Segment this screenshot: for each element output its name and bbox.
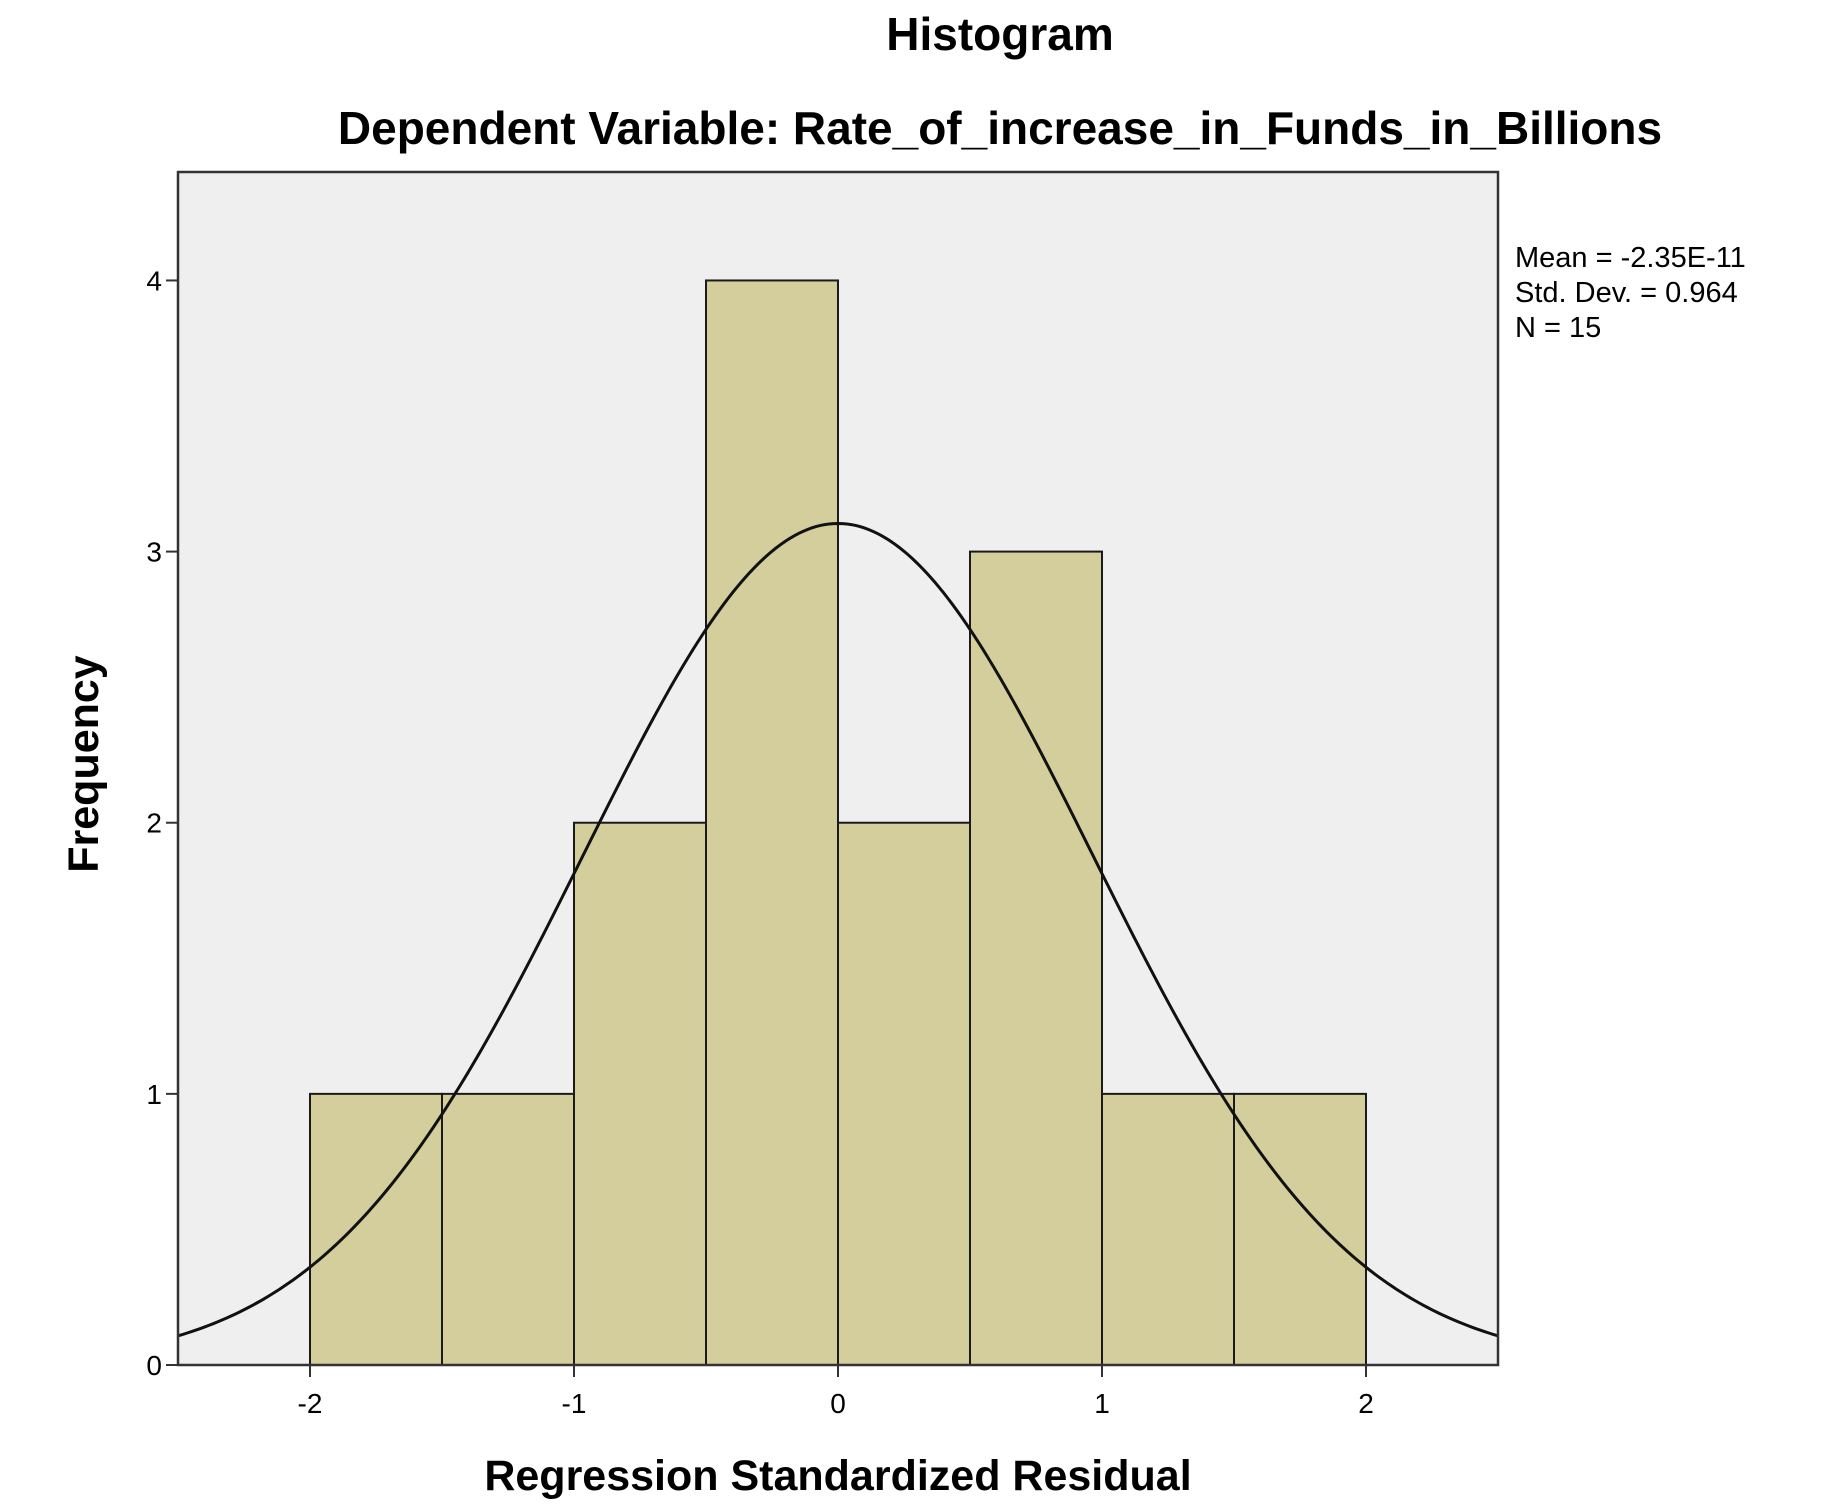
stats-std-dev: Std. Dev. = 0.964 <box>1515 277 1738 309</box>
y-tick-label: 4 <box>146 265 162 296</box>
histogram-bar-6 <box>969 550 1103 1366</box>
histogram-bar-7 <box>1101 1092 1235 1366</box>
y-tick-label: 0 <box>146 1350 162 1381</box>
y-tick-label: 3 <box>146 537 162 568</box>
x-tick-label: -2 <box>298 1388 323 1419</box>
chart-subtitle: Dependent Variable: Rate_of_increase_in_… <box>338 102 1662 154</box>
stats-mean: Mean = -2.35E-11 <box>1515 242 1746 274</box>
stats-n: N = 15 <box>1515 312 1601 344</box>
histogram-bar-8 <box>1233 1092 1367 1366</box>
histogram-bar-1 <box>309 1092 443 1366</box>
normal-curve <box>177 521 1499 1338</box>
x-axis-label: Regression Standardized Residual <box>484 1452 1191 1500</box>
x-tick-label: 0 <box>830 1388 846 1419</box>
bars-group <box>309 279 1367 1366</box>
chart-title: Histogram <box>886 8 1113 60</box>
x-tick-label: 1 <box>1094 1388 1110 1419</box>
y-tick-label: 1 <box>146 1079 162 1110</box>
y-tick-label: 2 <box>146 808 162 839</box>
x-tick-label: 2 <box>1358 1388 1374 1419</box>
y-axis: 0 1 2 3 4 <box>146 265 178 1381</box>
x-tick-label: -1 <box>562 1388 587 1419</box>
histogram-bar-5 <box>837 821 971 1366</box>
stats-box: Mean = -2.35E-11 Std. Dev. = 0.964 N = 1… <box>1515 242 1746 344</box>
histogram-bar-2 <box>441 1092 575 1366</box>
x-axis: -2 -1 0 1 2 <box>298 1365 1374 1419</box>
histogram-bar-3 <box>573 821 707 1366</box>
histogram-bar-4 <box>705 279 839 1366</box>
y-axis-label: Frequency <box>60 655 108 873</box>
